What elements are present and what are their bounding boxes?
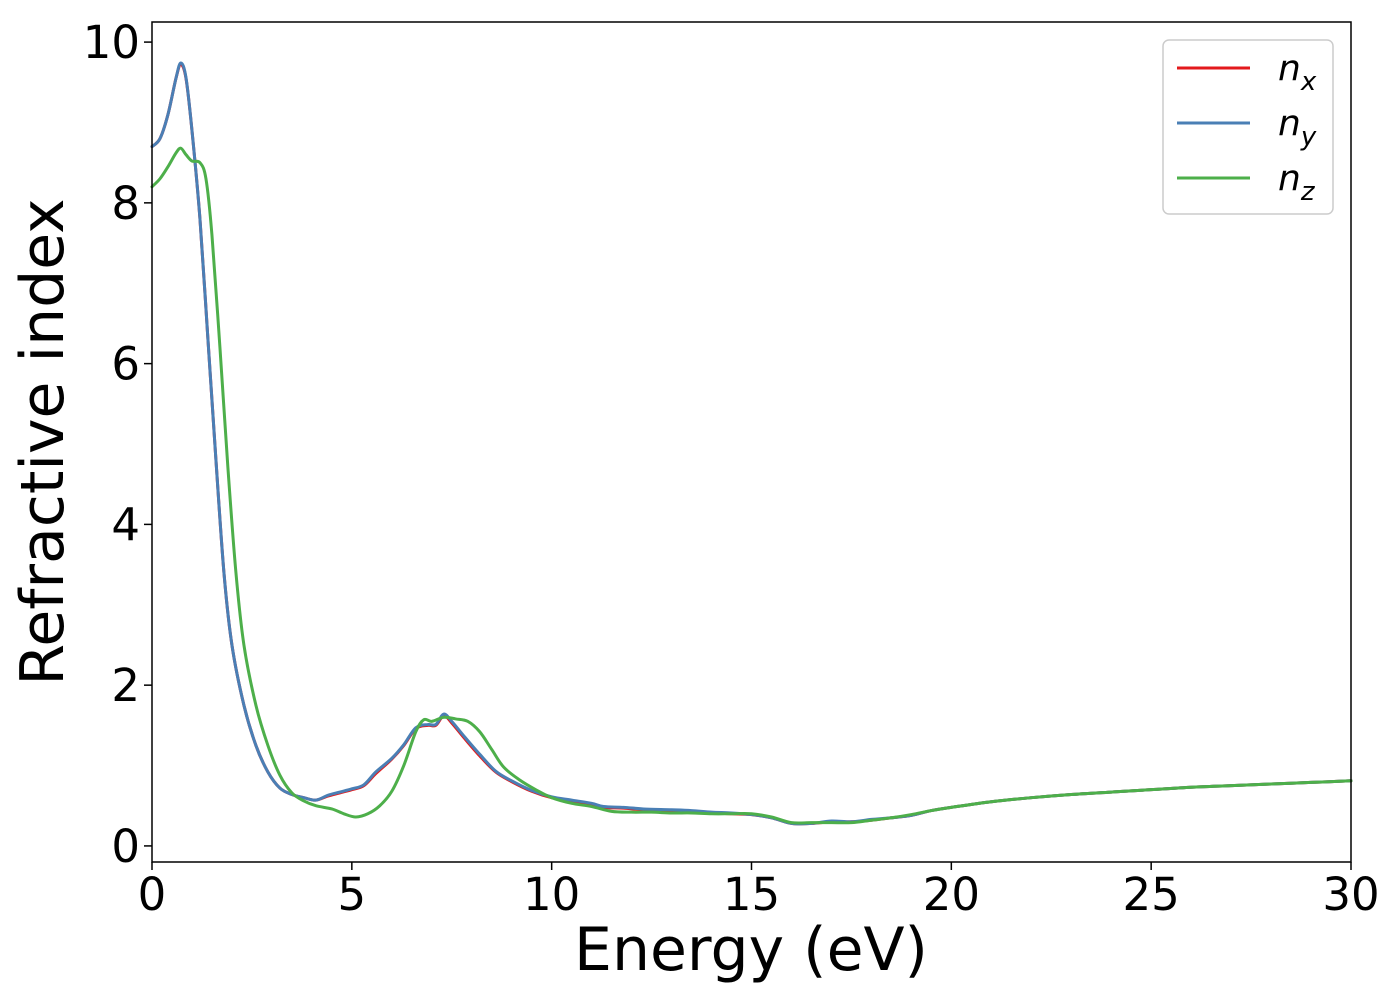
- x-tick-label: 0: [138, 868, 167, 921]
- x-tick-label: 20: [923, 868, 980, 921]
- y-tick-label: 8: [111, 177, 140, 230]
- x-tick-label: 5: [338, 868, 367, 921]
- legend: nx ny nz: [1162, 39, 1334, 215]
- y-tick-label: 6: [111, 338, 140, 391]
- legend-label: nz: [1278, 158, 1316, 207]
- x-tick-label: 25: [1123, 868, 1180, 921]
- series-layer: [150, 61, 1353, 826]
- legend-label: nx: [1278, 48, 1317, 97]
- legend-label: ny: [1278, 103, 1317, 152]
- x-axis-label: Energy (eV): [574, 915, 928, 985]
- series-line-n-z: [150, 146, 1353, 825]
- y-tick-label: 4: [111, 498, 140, 551]
- y-axis-label: Refractive index: [8, 198, 78, 685]
- y-tick-label: 10: [83, 16, 140, 69]
- legend-box: [1162, 39, 1334, 215]
- y-tick-label: 0: [111, 820, 140, 873]
- x-axis: 0 5 10 15 20 25 30: [138, 862, 1380, 921]
- y-axis: 0 2 4 6 8 10: [83, 16, 152, 873]
- x-tick-label: 10: [523, 868, 580, 921]
- x-tick-label: 15: [723, 868, 780, 921]
- x-tick-label: 30: [1322, 868, 1379, 921]
- y-tick-label: 2: [111, 659, 140, 712]
